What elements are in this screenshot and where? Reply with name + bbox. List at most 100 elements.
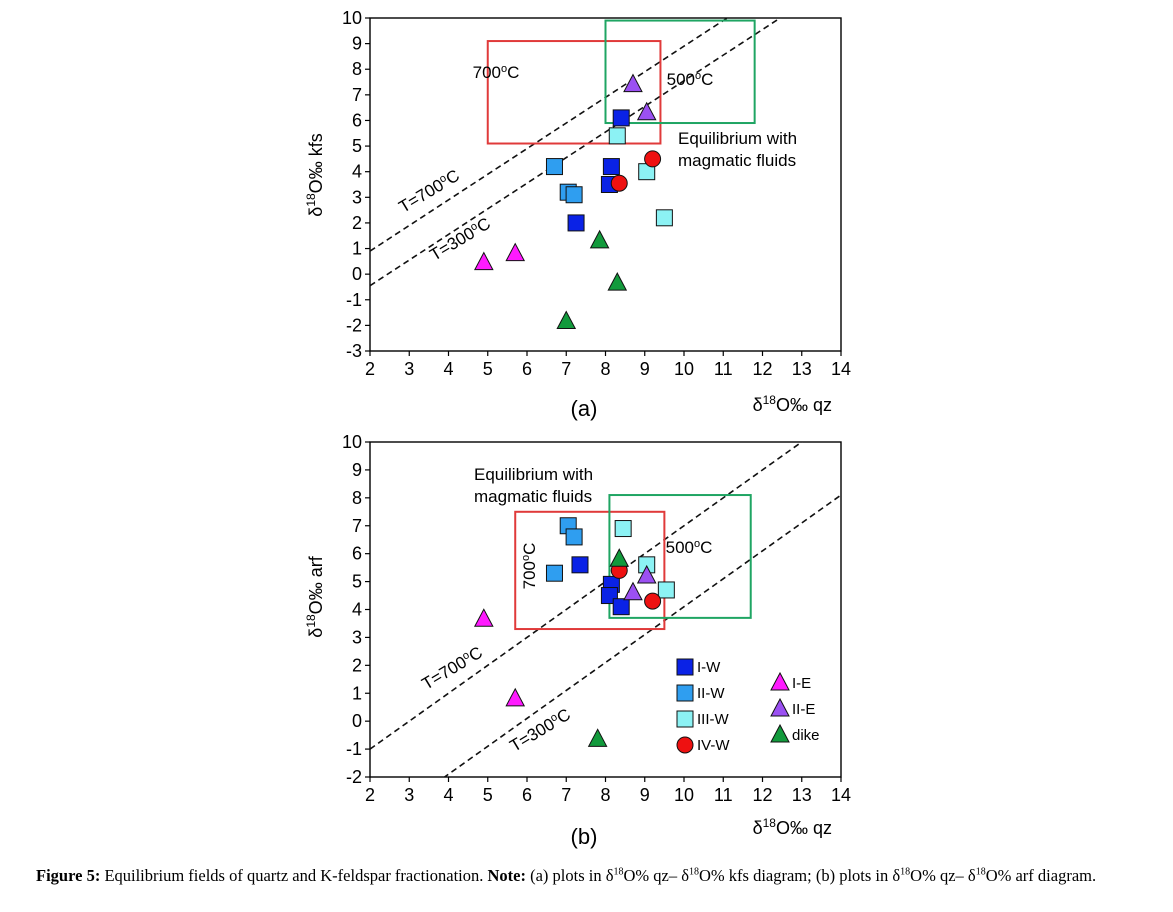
isotherm-label: T=700oC xyxy=(419,643,486,694)
caption-b-pre: δ xyxy=(967,866,976,885)
x-tick-label: 3 xyxy=(404,359,414,379)
temperature-box xyxy=(608,494,752,619)
x-tick-label: 7 xyxy=(561,359,571,379)
point-ii-w xyxy=(565,528,583,546)
label-part: C xyxy=(554,705,574,728)
isotherm-line xyxy=(443,494,841,777)
isotherm-line xyxy=(370,442,804,750)
label-part: T=300 xyxy=(507,714,559,755)
y-tick-label: 4 xyxy=(352,600,362,620)
label-part: C xyxy=(700,538,712,557)
annotation-line: Equilibrium with xyxy=(474,465,593,484)
x-tick-label: 9 xyxy=(640,359,650,379)
label-part: O‰ kfs xyxy=(306,133,326,193)
y-tick-label: 3 xyxy=(352,187,362,207)
x-tick-label: 11 xyxy=(714,785,733,805)
y-tick-label: -3 xyxy=(346,341,362,361)
superscript: o xyxy=(694,538,700,550)
y-tick-label: 7 xyxy=(352,516,362,536)
label-part: 700 xyxy=(473,63,501,82)
legend: I-W II-W III-W IV-W I-E II-E dike xyxy=(676,658,820,754)
panel-label: (b) xyxy=(571,824,598,849)
x-tick-label: 5 xyxy=(483,359,493,379)
y-tick-label: -1 xyxy=(346,739,362,759)
label-part: δ xyxy=(306,207,326,217)
caption-a-mid1: O% qz– δ xyxy=(623,866,689,885)
y-tick-label: 3 xyxy=(352,627,362,647)
figure-canvas: 2 3 4 5 6 7 8 9 10 11 12 13 14-3-2-1012345678910δ18O… xyxy=(304,8,851,849)
label-part: C xyxy=(520,543,539,555)
superscript: o xyxy=(460,649,471,662)
y-tick-label: -2 xyxy=(346,315,362,335)
caption-b-mid: O% qz– xyxy=(910,866,964,885)
isotherm-line xyxy=(370,18,782,287)
annotation-line: magmatic fluids xyxy=(474,487,592,506)
x-tick-label: 6 xyxy=(522,785,532,805)
y-tick-label: 4 xyxy=(352,162,362,182)
label-part: C xyxy=(701,70,713,89)
label-part: O‰ qz xyxy=(776,818,832,838)
temperature-box-label: 700oC xyxy=(520,543,539,590)
point-ii-e xyxy=(636,564,657,584)
caption-note-label: Note: xyxy=(487,866,526,885)
label-part: δ xyxy=(306,628,326,638)
y-tick-label: 0 xyxy=(352,264,362,284)
point-i-e xyxy=(473,251,494,271)
point-i-w xyxy=(612,109,630,127)
label-part: δ xyxy=(753,818,763,838)
x-axis-label: δ18O‰ qz xyxy=(753,816,832,838)
caption-lead: Figure 5: xyxy=(36,866,101,885)
point-iv-w xyxy=(644,150,662,168)
point-i-w xyxy=(571,556,589,574)
point-i-e xyxy=(505,687,526,707)
point-i-e xyxy=(473,608,494,627)
y-tick-label: -1 xyxy=(346,290,362,310)
point-ii-w xyxy=(545,564,563,582)
caption-sup: 18 xyxy=(613,866,624,878)
point-dike xyxy=(609,548,630,567)
point-ii-e xyxy=(636,101,657,121)
legend-marker-ii-w xyxy=(676,684,694,702)
y-tick-label: 1 xyxy=(352,683,362,703)
x-tick-label: 11 xyxy=(714,359,733,379)
point-i-e xyxy=(505,242,526,262)
y-tick-label: 8 xyxy=(352,59,362,79)
point-iv-w xyxy=(610,174,628,192)
x-axis-label: δ18O‰ qz xyxy=(753,393,832,415)
label-part: 700 xyxy=(520,561,539,589)
caption-sup: 18 xyxy=(975,866,986,878)
y-tick-label: 2 xyxy=(352,213,362,233)
x-tick-label: 12 xyxy=(752,785,772,805)
superscript: 18 xyxy=(304,614,318,628)
y-tick-label: 2 xyxy=(352,655,362,675)
y-tick-label: 9 xyxy=(352,460,362,480)
label-part: T=300 xyxy=(427,223,479,264)
superscript: 18 xyxy=(763,393,777,407)
isotherm-label: T=300oC xyxy=(507,705,574,756)
x-tick-label: 4 xyxy=(443,359,453,379)
legend-label: IV-W xyxy=(697,737,730,754)
temperature-box xyxy=(514,510,666,631)
caption-sup: 18 xyxy=(900,866,911,878)
y-tick-label: 6 xyxy=(352,544,362,564)
y-tick-label: 8 xyxy=(352,488,362,508)
x-tick-label: 13 xyxy=(792,359,812,379)
plot-frame xyxy=(369,441,842,778)
y-tick-label: 6 xyxy=(352,110,362,130)
figure-caption: Figure 5: Equilibrium fields of quartz a… xyxy=(36,866,1146,886)
x-tick-label: 2 xyxy=(365,359,375,379)
y-tick-label: 0 xyxy=(352,711,362,731)
x-tick-label: 8 xyxy=(600,785,610,805)
label-part: C xyxy=(474,214,494,237)
x-tick-label: 12 xyxy=(752,359,772,379)
x-tick-label: 13 xyxy=(792,785,812,805)
x-tick-label: 14 xyxy=(831,359,851,379)
x-tick-label: 5 xyxy=(483,785,493,805)
label-part: 500 xyxy=(667,70,695,89)
label-part: δ xyxy=(753,395,763,415)
point-ii-e xyxy=(623,581,643,601)
superscript: o xyxy=(468,220,479,233)
caption-a-pre: (a) plots in δ xyxy=(530,866,614,885)
legend-label: dike xyxy=(792,727,820,744)
temperature-box xyxy=(604,19,756,125)
